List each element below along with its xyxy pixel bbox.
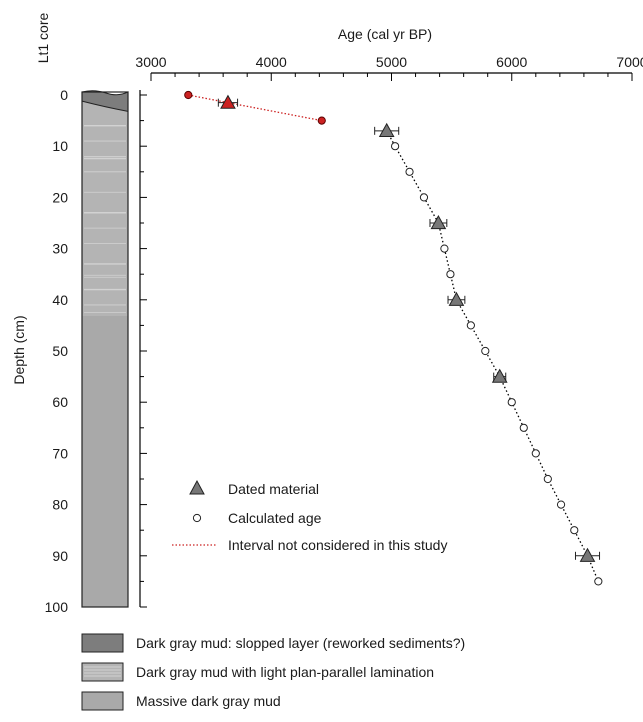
core-label: Lt1 core <box>35 12 51 63</box>
red-dated-point <box>220 94 236 109</box>
y-tick-label: 60 <box>52 394 68 410</box>
legend-dated-label: Dated material <box>228 481 319 497</box>
dated-material-point <box>448 291 465 306</box>
dated-material-point <box>378 122 395 137</box>
calculated-age-point <box>446 270 455 279</box>
x-tick-label: 5000 <box>376 54 407 70</box>
calculated-age-point <box>481 346 490 356</box>
unit-key-label: Dark gray mud with light plan-parallel l… <box>136 664 434 680</box>
core-unit-laminated <box>82 95 128 316</box>
x-tick-label: 7000 <box>616 54 643 70</box>
core-unit-massive <box>82 315 128 607</box>
dated-material-point <box>491 368 508 383</box>
calculated-age-point <box>594 577 603 586</box>
y-tick-label: 80 <box>52 497 68 513</box>
dated-material-point <box>579 547 596 562</box>
dated-material-point <box>430 214 447 230</box>
calculated-age-point <box>531 449 540 458</box>
unit-key-swatch <box>81 633 124 653</box>
x-tick-label: 6000 <box>496 54 527 70</box>
calculated-age-point <box>570 526 579 535</box>
y-tick-label: 30 <box>52 241 68 257</box>
calculated-age-point <box>519 423 528 432</box>
calculated-age-point <box>391 142 400 151</box>
red-calculated-point <box>184 90 193 100</box>
x-axis-ticks: 3000 4000 5000 6000 7000 <box>135 54 643 81</box>
series-lines <box>188 94 599 582</box>
legend-interval-label: Interval not considered in this study <box>228 537 447 553</box>
calculated-age-point <box>507 398 516 407</box>
y-tick-label: 50 <box>52 343 68 359</box>
legend-dated-symbol <box>189 479 205 495</box>
data-marks <box>184 90 603 586</box>
y-tick-label: 40 <box>52 292 68 308</box>
x-tick-label: 4000 <box>256 54 287 70</box>
calculated-age-point <box>543 474 552 484</box>
legend: Dated material Calculated age Interval not… <box>172 479 447 553</box>
y-axis-ticks: 0 10 20 30 40 50 60 70 80 90 100 <box>45 87 147 615</box>
unit-key-label: Dark gray mud: slopped layer (reworked s… <box>136 635 465 651</box>
axes <box>139 72 632 607</box>
legend-calculated-label: Calculated age <box>228 510 322 526</box>
calculated-age-point <box>466 321 475 330</box>
core-unit-key: Dark gray mud: slopped layer (reworked s… <box>81 633 465 711</box>
unit-key-swatch <box>81 691 124 711</box>
legend-calculated-symbol <box>192 513 202 523</box>
y-tick-label: 90 <box>52 548 68 564</box>
y-tick-label: 0 <box>60 87 68 103</box>
x-axis-label: Age (cal yr BP) <box>338 26 432 42</box>
core-column <box>81 90 129 608</box>
unit-key-swatch <box>81 662 124 682</box>
y-tick-label: 100 <box>45 599 69 615</box>
core-outline <box>81 91 129 608</box>
y-axis-label: Depth (cm) <box>11 315 27 384</box>
y-tick-label: 20 <box>52 189 68 205</box>
red-interval-line <box>188 94 322 122</box>
calculated-age-point <box>419 193 429 202</box>
red-calculated-point <box>317 116 326 125</box>
calculated-age-point <box>556 500 566 509</box>
x-tick-label: 3000 <box>135 54 166 70</box>
calculated-age-point <box>405 167 414 176</box>
core-unit-slopped <box>81 90 129 112</box>
calculated-age-point <box>440 244 449 253</box>
y-tick-label: 70 <box>52 445 68 461</box>
age-model-line <box>386 130 599 582</box>
unit-key-label: Massive dark gray mud <box>136 693 281 709</box>
y-tick-label: 10 <box>52 138 68 154</box>
